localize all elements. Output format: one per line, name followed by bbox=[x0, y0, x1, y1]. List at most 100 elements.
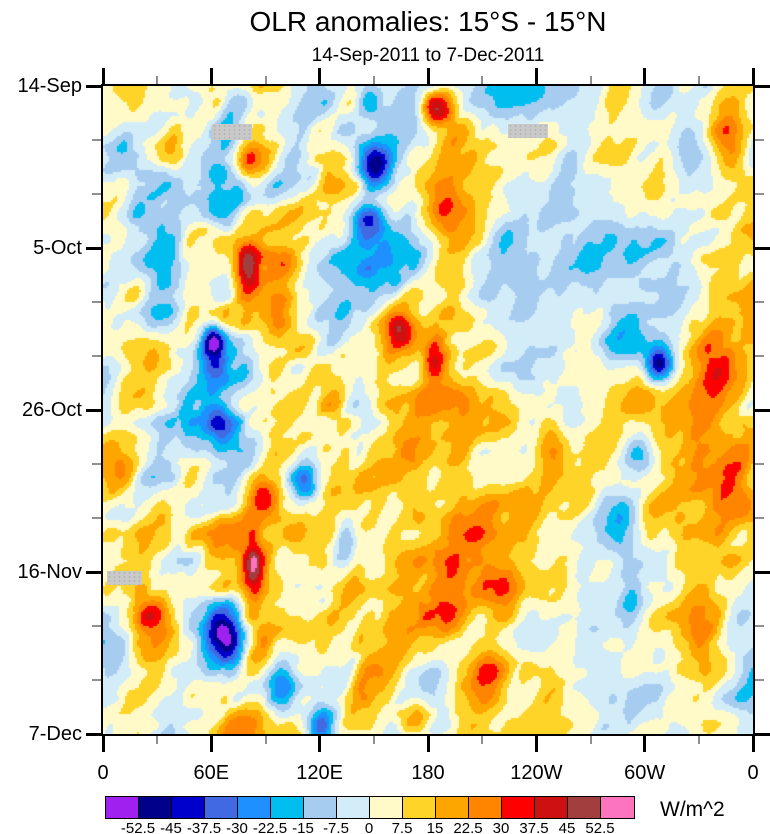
chart-title: OLR anomalies: 15°S - 15°N bbox=[249, 6, 607, 37]
x-major-tick bbox=[318, 736, 322, 752]
y-minor-tick bbox=[92, 139, 101, 141]
y-minor-tick bbox=[755, 517, 764, 519]
y-minor-tick bbox=[755, 463, 764, 465]
x-minor-tick bbox=[264, 76, 267, 84]
colorbar-cell bbox=[172, 797, 205, 818]
x-major-tick bbox=[318, 68, 322, 84]
colorbar-cell bbox=[106, 797, 139, 818]
y-minor-tick bbox=[92, 679, 101, 681]
x-major-tick bbox=[751, 68, 755, 84]
x-minor-tick bbox=[372, 736, 375, 744]
x-tick-label: 0 bbox=[97, 762, 109, 784]
x-minor-tick bbox=[697, 736, 700, 744]
y-minor-tick bbox=[755, 193, 764, 195]
y-major-tick bbox=[86, 408, 101, 412]
colorbar-units: W/m^2 bbox=[660, 798, 725, 821]
x-minor-tick bbox=[372, 76, 375, 84]
y-minor-tick bbox=[92, 517, 101, 519]
y-tick-label: 26-Oct bbox=[21, 399, 82, 421]
x-minor-tick bbox=[481, 736, 484, 744]
colorbar-cell bbox=[568, 797, 601, 818]
y-major-tick bbox=[755, 246, 770, 250]
colorbar-cell bbox=[304, 797, 337, 818]
y-major-tick bbox=[755, 408, 770, 412]
colorbar-level-label: 22.5 bbox=[453, 820, 483, 834]
x-major-tick bbox=[426, 68, 430, 84]
y-major-tick bbox=[755, 732, 770, 736]
colorbar-cell bbox=[403, 797, 436, 818]
y-minor-tick bbox=[755, 139, 764, 141]
colorbar-level-label: -30 bbox=[226, 820, 248, 834]
x-minor-tick bbox=[156, 76, 159, 84]
x-major-tick bbox=[643, 736, 647, 752]
x-tick-label: 60E bbox=[193, 762, 230, 784]
x-major-tick bbox=[209, 736, 213, 752]
colorbar-cell bbox=[271, 797, 304, 818]
hovmoller-field-canvas bbox=[103, 86, 753, 734]
x-major-tick bbox=[643, 68, 647, 84]
colorbar-level-label: 7.5 bbox=[391, 820, 413, 834]
colorbar-cell bbox=[469, 797, 502, 818]
colorbar-level-label: 15 bbox=[426, 820, 444, 834]
x-minor-tick bbox=[697, 76, 700, 84]
x-tick-label: 120W bbox=[510, 762, 563, 784]
colorbar-level-label: -15 bbox=[292, 820, 314, 834]
y-minor-tick bbox=[92, 193, 101, 195]
colorbar-cell bbox=[139, 797, 172, 818]
missing-data-box bbox=[507, 123, 548, 138]
x-major-tick bbox=[751, 736, 755, 752]
y-major-tick bbox=[86, 570, 101, 574]
x-major-tick bbox=[101, 68, 105, 84]
x-major-tick bbox=[534, 68, 538, 84]
colorbar-cell bbox=[337, 797, 370, 818]
colorbar-cell bbox=[370, 797, 403, 818]
y-minor-tick bbox=[92, 625, 101, 627]
colorbar-level-label: 45 bbox=[558, 820, 576, 834]
y-minor-tick bbox=[92, 301, 101, 303]
y-major-tick bbox=[755, 570, 770, 574]
y-major-tick bbox=[755, 84, 770, 88]
colorbar-level-label: -52.5 bbox=[120, 820, 156, 834]
chart-subtitle: 14-Sep-2011 to 7-Dec-2011 bbox=[311, 45, 545, 66]
x-tick-label: 180 bbox=[411, 762, 445, 784]
x-major-tick bbox=[101, 736, 105, 752]
colorbar-cell bbox=[502, 797, 535, 818]
y-tick-label: 14-Sep bbox=[17, 75, 83, 97]
y-major-tick bbox=[86, 84, 101, 88]
colorbar-level-label: -7.5 bbox=[323, 820, 349, 834]
x-tick-label: 0 bbox=[747, 762, 759, 784]
colorbar-level-label: -45 bbox=[160, 820, 182, 834]
x-minor-tick bbox=[589, 76, 592, 84]
x-major-tick bbox=[534, 736, 538, 752]
colorbar-cell bbox=[601, 797, 634, 818]
missing-data-box bbox=[106, 571, 142, 586]
y-major-tick bbox=[86, 732, 101, 736]
y-minor-tick bbox=[92, 463, 101, 465]
colorbar bbox=[105, 796, 635, 819]
y-minor-tick bbox=[755, 301, 764, 303]
x-tick-label: 120E bbox=[296, 762, 344, 784]
colorbar-cell bbox=[205, 797, 238, 818]
x-minor-tick bbox=[264, 736, 267, 744]
y-minor-tick bbox=[755, 679, 764, 681]
colorbar-level-label: 52.5 bbox=[585, 820, 615, 834]
colorbar-level-label: -22.5 bbox=[252, 820, 288, 834]
y-tick-label: 5-Oct bbox=[33, 237, 82, 259]
colorbar-cell bbox=[535, 797, 568, 818]
x-major-tick bbox=[209, 68, 213, 84]
colorbar-level-label: 30 bbox=[492, 820, 510, 834]
x-minor-tick bbox=[481, 76, 484, 84]
colorbar-level-label: -37.5 bbox=[186, 820, 222, 834]
y-tick-label: 16-Nov bbox=[17, 561, 82, 583]
y-tick-label: 7-Dec bbox=[28, 723, 82, 745]
colorbar-cell bbox=[436, 797, 469, 818]
plot-area bbox=[101, 84, 755, 736]
missing-data-box bbox=[212, 123, 252, 140]
colorbar-level-label: 37.5 bbox=[519, 820, 549, 834]
x-minor-tick bbox=[589, 736, 592, 744]
y-minor-tick bbox=[755, 355, 764, 357]
y-minor-tick bbox=[92, 355, 101, 357]
y-major-tick bbox=[86, 246, 101, 250]
x-minor-tick bbox=[156, 736, 159, 744]
